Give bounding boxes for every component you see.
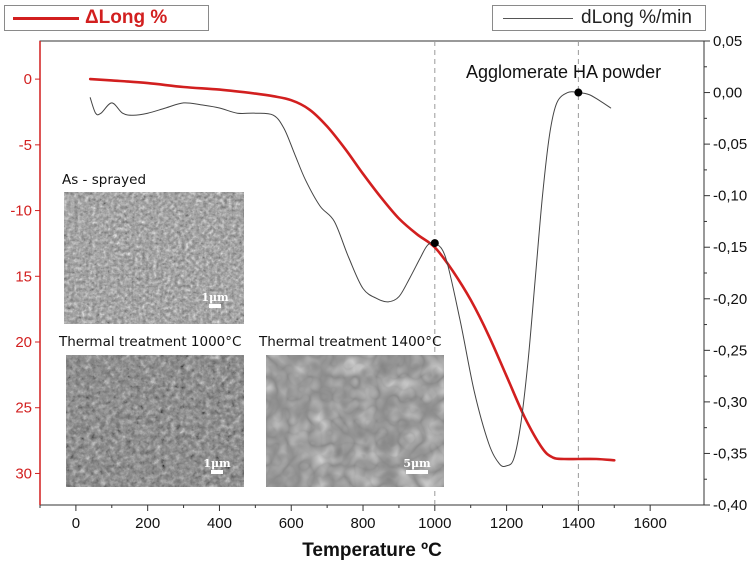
marker-point-1 xyxy=(574,88,583,97)
right-tick-label-9: -0,40 xyxy=(713,497,747,514)
series-line-dlong xyxy=(88,77,616,462)
legend-dlong: ΔLong % xyxy=(4,5,209,31)
x-tick-label-8: 1600 xyxy=(633,515,666,532)
x-tick-label-7: 1400 xyxy=(562,515,595,532)
x-tick-label-1: 200 xyxy=(135,515,160,532)
legend-rate: dLong %/min xyxy=(492,5,706,31)
x-tick-label-5: 1000 xyxy=(418,515,451,532)
sem-image-1400: 5μm xyxy=(266,355,444,487)
sem-image-as-sprayed: 1μm xyxy=(64,192,244,324)
legend-dlong-label: ΔLong % xyxy=(85,7,168,28)
x-tick-label-6: 1200 xyxy=(490,515,523,532)
sem-texture-grains xyxy=(266,355,444,487)
scale-bar-as-sprayed-line xyxy=(209,304,221,308)
left-tick-label-6: 30 xyxy=(15,465,32,482)
left-tick-label-2: -10 xyxy=(10,203,32,220)
left-tick-label-0: 0 xyxy=(24,71,32,88)
left-tick-label-3: 15 xyxy=(15,268,32,285)
annotation-agglomerate: Agglomerate HA powder xyxy=(466,62,661,82)
x-tick-label-4: 800 xyxy=(351,515,376,532)
right-tick-label-8: -0,35 xyxy=(713,445,747,462)
scale-bar-1000: 1μm xyxy=(200,457,234,474)
scale-bar-1400-label: 5μm xyxy=(403,457,431,470)
marker-point-0 xyxy=(430,239,439,248)
x-tick-label-2: 400 xyxy=(207,515,232,532)
legend-rate-label: dLong %/min xyxy=(581,7,692,28)
sem-texture-medium xyxy=(66,355,244,487)
right-tick-label-6: -0,25 xyxy=(713,342,747,359)
series-line-rate xyxy=(89,91,612,468)
right-tick-label-0: 0,05 xyxy=(713,33,742,50)
scale-bar-1400-line xyxy=(406,470,428,474)
right-tick-label-7: -0,30 xyxy=(713,394,747,411)
right-tick-label-3: -0,10 xyxy=(713,188,747,205)
left-tick-label-1: -5 xyxy=(19,137,32,154)
right-tick-label-5: -0,20 xyxy=(713,291,747,308)
right-tick-label-4: -0,15 xyxy=(713,239,747,256)
scale-bar-1000-label: 1μm xyxy=(203,457,231,470)
sem-image-1000: 1μm xyxy=(66,355,244,487)
left-tick-label-5: 25 xyxy=(15,400,32,417)
scale-bar-1000-line xyxy=(211,470,223,474)
legend-rate-swatch xyxy=(503,17,573,19)
right-tick-label-1: 0,00 xyxy=(713,85,742,102)
x-axis-title: Temperature ºC xyxy=(302,540,442,561)
left-tick-label-4: 20 xyxy=(15,334,32,351)
right-tick-label-2: -0,05 xyxy=(713,136,747,153)
x-tick-label-0: 0 xyxy=(72,515,80,532)
inset-label-1000: Thermal treatment 1000°C xyxy=(59,334,242,350)
legend-dlong-swatch xyxy=(13,16,79,20)
scale-bar-as-sprayed-label: 1μm xyxy=(201,291,229,304)
scale-bar-1400: 5μm xyxy=(398,457,436,474)
x-tick-label-3: 600 xyxy=(279,515,304,532)
inset-label-1400: Thermal treatment 1400°C xyxy=(259,334,442,350)
inset-label-as-sprayed: As - sprayed xyxy=(62,172,147,188)
scale-bar-as-sprayed: 1μm xyxy=(198,291,232,308)
sem-texture-fine xyxy=(64,192,244,324)
